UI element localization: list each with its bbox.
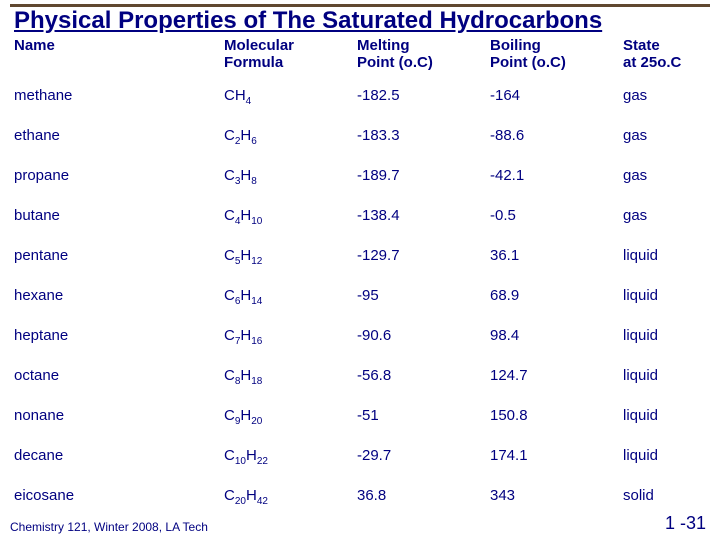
cell-formula: C10H22 <box>220 437 353 477</box>
column-header-1: MolecularFormula <box>220 36 353 77</box>
cell-boiling: -0.5 <box>486 197 619 237</box>
column-header-0: Name <box>10 36 220 77</box>
cell-name: butane <box>10 197 220 237</box>
cell-state: liquid <box>619 237 710 277</box>
cell-formula: C5H12 <box>220 237 353 277</box>
cell-boiling: 98.4 <box>486 317 619 357</box>
cell-boiling: 343 <box>486 477 619 517</box>
cell-melting: -56.8 <box>353 357 486 397</box>
cell-melting: -182.5 <box>353 77 486 117</box>
cell-formula: C8H18 <box>220 357 353 397</box>
column-header-4: Stateat 25o.C <box>619 36 710 77</box>
table-row: butaneC4H10-138.4-0.5gas <box>10 197 710 237</box>
cell-formula: C20H42 <box>220 477 353 517</box>
cell-name: methane <box>10 77 220 117</box>
table-row: pentaneC5H12-129.736.1liquid <box>10 237 710 277</box>
cell-name: octane <box>10 357 220 397</box>
cell-state: liquid <box>619 357 710 397</box>
cell-name: nonane <box>10 397 220 437</box>
cell-formula: C2H6 <box>220 117 353 157</box>
cell-state: gas <box>619 117 710 157</box>
cell-boiling: 124.7 <box>486 357 619 397</box>
cell-name: pentane <box>10 237 220 277</box>
cell-melting: -51 <box>353 397 486 437</box>
page-title: Physical Properties of The Saturated Hyd… <box>14 8 710 34</box>
cell-formula: C3H8 <box>220 157 353 197</box>
cell-state: gas <box>619 77 710 117</box>
cell-formula: C7H16 <box>220 317 353 357</box>
cell-boiling: -42.1 <box>486 157 619 197</box>
cell-formula: CH4 <box>220 77 353 117</box>
table-row: propaneC3H8-189.7-42.1gas <box>10 157 710 197</box>
table-row: ethaneC2H6-183.3-88.6gas <box>10 117 710 157</box>
cell-formula: C9H20 <box>220 397 353 437</box>
cell-name: ethane <box>10 117 220 157</box>
cell-state: liquid <box>619 317 710 357</box>
cell-melting: -90.6 <box>353 317 486 357</box>
column-header-2: MeltingPoint (o.C) <box>353 36 486 77</box>
column-header-3: BoilingPoint (o.C) <box>486 36 619 77</box>
table-header: NameMolecularFormulaMeltingPoint (o.C)Bo… <box>10 36 710 77</box>
footer-left: Chemistry 121, Winter 2008, LA Tech <box>10 520 208 534</box>
cell-boiling: -164 <box>486 77 619 117</box>
cell-formula: C6H14 <box>220 277 353 317</box>
cell-boiling: 150.8 <box>486 397 619 437</box>
cell-name: decane <box>10 437 220 477</box>
table-row: nonaneC9H20-51150.8liquid <box>10 397 710 437</box>
cell-name: hexane <box>10 277 220 317</box>
cell-boiling: 174.1 <box>486 437 619 477</box>
table-row: hexaneC6H14-9568.9liquid <box>10 277 710 317</box>
cell-name: eicosane <box>10 477 220 517</box>
cell-melting: 36.8 <box>353 477 486 517</box>
cell-melting: -29.7 <box>353 437 486 477</box>
cell-melting: -183.3 <box>353 117 486 157</box>
slide: Physical Properties of The Saturated Hyd… <box>0 0 720 540</box>
cell-state: gas <box>619 197 710 237</box>
cell-boiling: 36.1 <box>486 237 619 277</box>
cell-state: liquid <box>619 397 710 437</box>
cell-state: gas <box>619 157 710 197</box>
table-row: heptaneC7H16-90.698.4liquid <box>10 317 710 357</box>
cell-state: solid <box>619 477 710 517</box>
table-row: eicosaneC20H4236.8343solid <box>10 477 710 517</box>
cell-name: propane <box>10 157 220 197</box>
cell-name: heptane <box>10 317 220 357</box>
table-row: methaneCH4-182.5-164gas <box>10 77 710 117</box>
footer-right: 1 -31 <box>665 513 706 534</box>
cell-formula: C4H10 <box>220 197 353 237</box>
table-body: methaneCH4-182.5-164gasethaneC2H6-183.3-… <box>10 77 710 517</box>
table-row: octaneC8H18-56.8124.7liquid <box>10 357 710 397</box>
cell-melting: -129.7 <box>353 237 486 277</box>
cell-melting: -189.7 <box>353 157 486 197</box>
cell-boiling: 68.9 <box>486 277 619 317</box>
hydrocarbons-table: NameMolecularFormulaMeltingPoint (o.C)Bo… <box>10 36 710 517</box>
cell-boiling: -88.6 <box>486 117 619 157</box>
cell-melting: -138.4 <box>353 197 486 237</box>
cell-state: liquid <box>619 437 710 477</box>
cell-state: liquid <box>619 277 710 317</box>
table-row: decaneC10H22-29.7174.1liquid <box>10 437 710 477</box>
cell-melting: -95 <box>353 277 486 317</box>
